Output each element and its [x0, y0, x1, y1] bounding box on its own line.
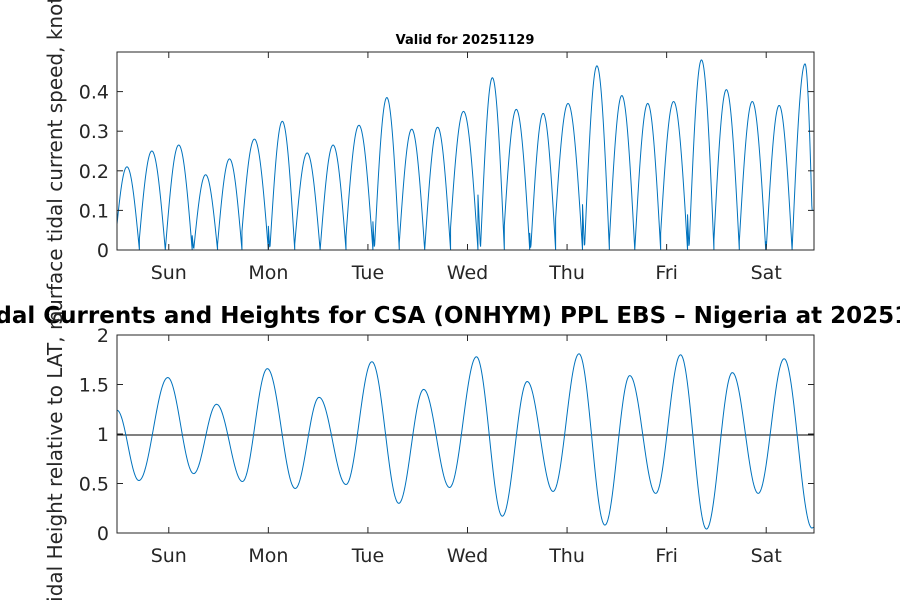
x-tick-label: Thu [548, 545, 585, 567]
bottom-y-axis-label: Tidal Height relative to LAT, m [43, 311, 67, 600]
top-y-axis-label: Surface tidal current speed, knots [43, 0, 67, 325]
y-tick-label: 2 [97, 325, 109, 347]
x-tick-label: Sun [151, 262, 187, 284]
x-tick-label: Mon [248, 262, 288, 284]
y-tick-label: 1.5 [79, 375, 109, 397]
x-tick-label: Wed [447, 545, 488, 567]
y-tick-label: 0 [97, 240, 109, 262]
y-tick-label: 0.5 [79, 474, 109, 496]
x-tick-label: Tue [351, 545, 384, 567]
y-tick-label: 0.4 [79, 82, 109, 104]
main-chart-title: Tidal Currents and Heights for CSA (ONHY… [0, 303, 900, 329]
bottom-axes-box [116, 334, 815, 534]
y-tick-label: 0.1 [79, 200, 109, 222]
x-tick-label: Wed [447, 262, 488, 284]
x-tick-label: Sat [751, 262, 782, 284]
current-speed-panel: Valid for 20251129 Surface tidal current… [43, 0, 815, 325]
x-tick-label: Thu [548, 262, 585, 284]
x-tick-label: Mon [248, 545, 288, 567]
x-tick-label: Sat [751, 545, 782, 567]
top-chart-title: Valid for 20251129 [396, 33, 535, 48]
x-tick-label: Fri [655, 545, 678, 567]
y-tick-label: 0.2 [79, 161, 109, 183]
y-tick-label: 0.3 [79, 121, 109, 143]
y-tick-label: 1 [97, 424, 109, 446]
current-speed-line [116, 59, 814, 251]
y-tick-label: 0 [97, 523, 109, 545]
x-tick-label: Tue [351, 262, 384, 284]
tidal-height-panel: Tidal Currents and Heights for CSA (ONHY… [0, 303, 900, 600]
top-axes-box [116, 51, 815, 251]
tidal-height-line [116, 353, 815, 530]
x-tick-label: Fri [655, 262, 678, 284]
x-tick-label: Sun [151, 545, 187, 567]
